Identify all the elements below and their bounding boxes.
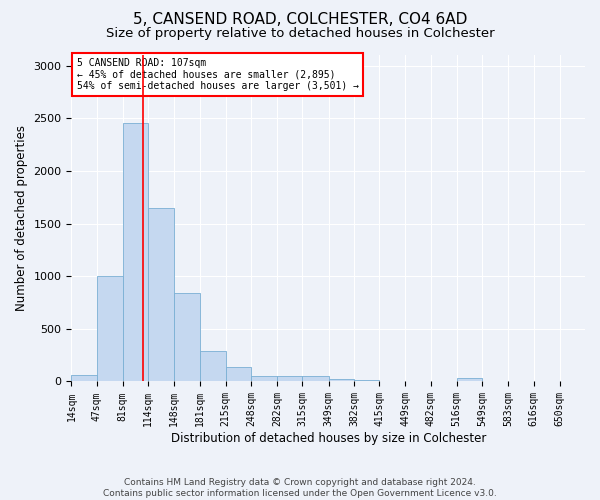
Bar [200,351,226,382]
Bar [277,376,302,382]
Text: Size of property relative to detached houses in Colchester: Size of property relative to detached ho… [106,28,494,40]
Bar [302,376,329,382]
X-axis label: Distribution of detached houses by size in Colchester: Distribution of detached houses by size … [170,432,486,445]
Bar [329,380,354,382]
Bar [174,293,200,382]
Bar [123,124,148,382]
Text: 5 CANSEND ROAD: 107sqm
← 45% of detached houses are smaller (2,895)
54% of semi-: 5 CANSEND ROAD: 107sqm ← 45% of detached… [77,58,359,92]
Bar [226,366,251,382]
Text: Contains HM Land Registry data © Crown copyright and database right 2024.
Contai: Contains HM Land Registry data © Crown c… [103,478,497,498]
Y-axis label: Number of detached properties: Number of detached properties [15,125,28,311]
Text: 5, CANSEND ROAD, COLCHESTER, CO4 6AD: 5, CANSEND ROAD, COLCHESTER, CO4 6AD [133,12,467,28]
Bar [251,376,277,382]
Bar [148,208,174,382]
Bar [354,380,379,382]
Bar [457,378,482,382]
Bar [71,375,97,382]
Bar [97,276,123,382]
